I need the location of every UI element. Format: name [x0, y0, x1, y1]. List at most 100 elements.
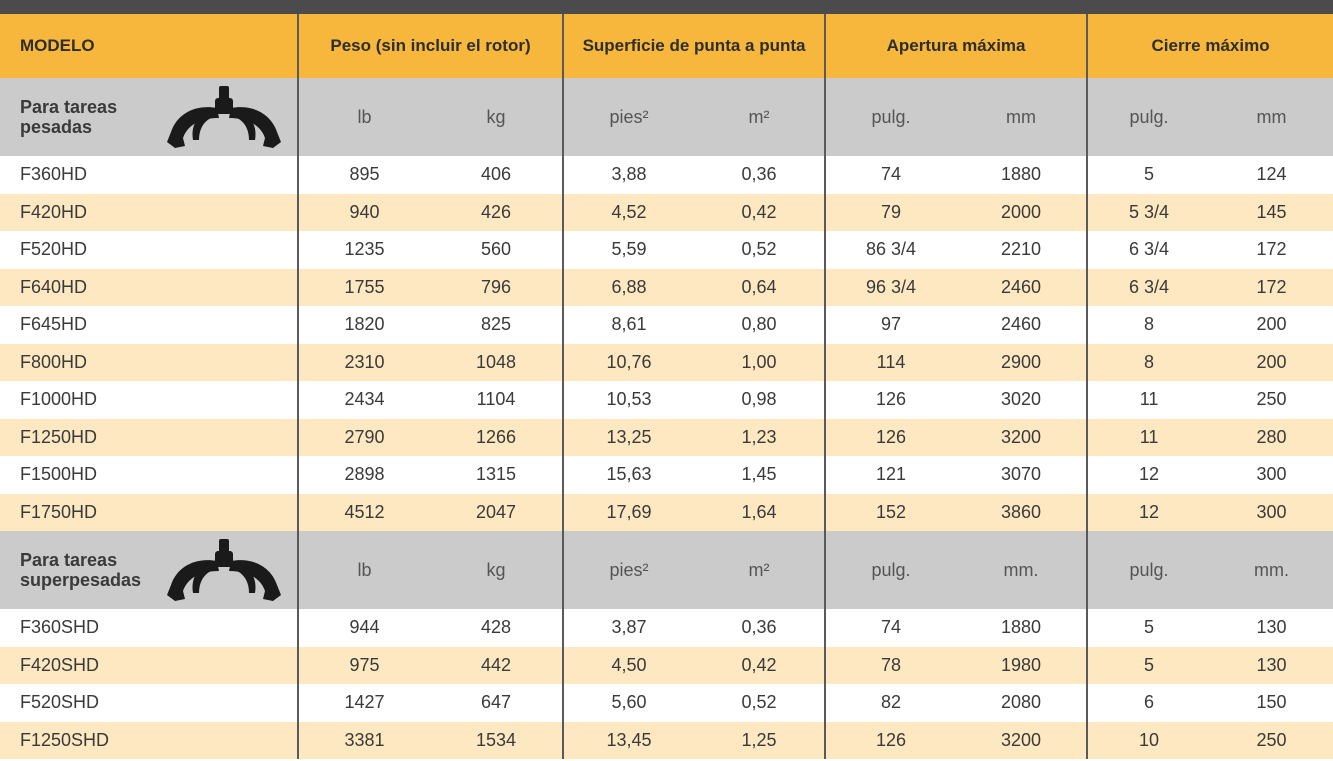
cell-value: 15,63	[563, 456, 694, 494]
cell-value: 1,25	[694, 722, 825, 760]
cell-value: 2000	[956, 194, 1087, 232]
cell-value: 74	[825, 609, 956, 647]
cell-value: 3200	[956, 722, 1087, 760]
cell-value: 150	[1210, 684, 1333, 722]
cell-value: 1048	[430, 344, 563, 382]
cell-value: 0,80	[694, 306, 825, 344]
unit-label: pies²	[563, 78, 694, 156]
cell-value: 426	[430, 194, 563, 232]
cell-value: 6 3/4	[1087, 231, 1210, 269]
cell-value: 6,88	[563, 269, 694, 307]
cell-value: 5	[1087, 156, 1210, 194]
model-name: F360HD	[0, 156, 298, 194]
cell-value: 152	[825, 494, 956, 532]
cell-value: 1266	[430, 419, 563, 457]
model-name: F1250SHD	[0, 722, 298, 760]
unit-label: mm.	[1210, 531, 1333, 609]
cell-value: 130	[1210, 647, 1333, 685]
model-name: F520HD	[0, 231, 298, 269]
cell-value: 944	[298, 609, 430, 647]
unit-label: mm	[956, 78, 1087, 156]
cell-value: 1,23	[694, 419, 825, 457]
cell-value: 2434	[298, 381, 430, 419]
cell-value: 200	[1210, 344, 1333, 382]
header-cell: Cierre máximo	[1087, 14, 1333, 78]
cell-value: 82	[825, 684, 956, 722]
cell-value: 10,53	[563, 381, 694, 419]
model-name: F640HD	[0, 269, 298, 307]
section-title-cell: Para tareas superpesadas	[0, 531, 298, 609]
cell-value: 442	[430, 647, 563, 685]
model-name: F800HD	[0, 344, 298, 382]
cell-value: 280	[1210, 419, 1333, 457]
cell-value: 2080	[956, 684, 1087, 722]
cell-value: 2898	[298, 456, 430, 494]
cell-value: 1,64	[694, 494, 825, 532]
cell-value: 796	[430, 269, 563, 307]
cell-value: 4,52	[563, 194, 694, 232]
cell-value: 124	[1210, 156, 1333, 194]
cell-value: 13,45	[563, 722, 694, 760]
cell-value: 96 3/4	[825, 269, 956, 307]
cell-value: 8	[1087, 344, 1210, 382]
section-title: Para tareas pesadas	[20, 97, 160, 137]
section-title-cell: Para tareas pesadas	[0, 78, 298, 156]
model-name: F520SHD	[0, 684, 298, 722]
model-name: F360SHD	[0, 609, 298, 647]
cell-value: 10	[1087, 722, 1210, 760]
cell-value: 3,88	[563, 156, 694, 194]
cell-value: 0,52	[694, 684, 825, 722]
unit-label: pulg.	[825, 531, 956, 609]
cell-value: 5	[1087, 609, 1210, 647]
cell-value: 8,61	[563, 306, 694, 344]
cell-value: 300	[1210, 494, 1333, 532]
cell-value: 428	[430, 609, 563, 647]
unit-label: pies²	[563, 531, 694, 609]
unit-label: mm.	[956, 531, 1087, 609]
cell-value: 1534	[430, 722, 563, 760]
header-row: MODELO Peso (sin incluir el rotor) Super…	[0, 14, 1333, 78]
cell-value: 2900	[956, 344, 1087, 382]
model-name: F420HD	[0, 194, 298, 232]
cell-value: 12	[1087, 494, 1210, 532]
model-name: F1000HD	[0, 381, 298, 419]
cell-value: 0,36	[694, 156, 825, 194]
cell-value: 825	[430, 306, 563, 344]
cell-value: 200	[1210, 306, 1333, 344]
unit-label: kg	[430, 531, 563, 609]
cell-value: 126	[825, 381, 956, 419]
cell-value: 0,42	[694, 194, 825, 232]
model-name: F1750HD	[0, 494, 298, 532]
cell-value: 2790	[298, 419, 430, 457]
grapple-icon	[165, 84, 283, 152]
cell-value: 1104	[430, 381, 563, 419]
cell-value: 172	[1210, 231, 1333, 269]
cell-value: 11	[1087, 381, 1210, 419]
cell-value: 86 3/4	[825, 231, 956, 269]
cell-value: 172	[1210, 269, 1333, 307]
cell-value: 3,87	[563, 609, 694, 647]
cell-value: 1980	[956, 647, 1087, 685]
cell-value: 5,60	[563, 684, 694, 722]
cell-value: 2460	[956, 269, 1087, 307]
unit-label: pulg.	[825, 78, 956, 156]
cell-value: 126	[825, 722, 956, 760]
cell-value: 10,76	[563, 344, 694, 382]
model-name: F1250HD	[0, 419, 298, 457]
unit-label: lb	[298, 531, 430, 609]
unit-label: lb	[298, 78, 430, 156]
cell-value: 0,52	[694, 231, 825, 269]
cell-value: 1,00	[694, 344, 825, 382]
